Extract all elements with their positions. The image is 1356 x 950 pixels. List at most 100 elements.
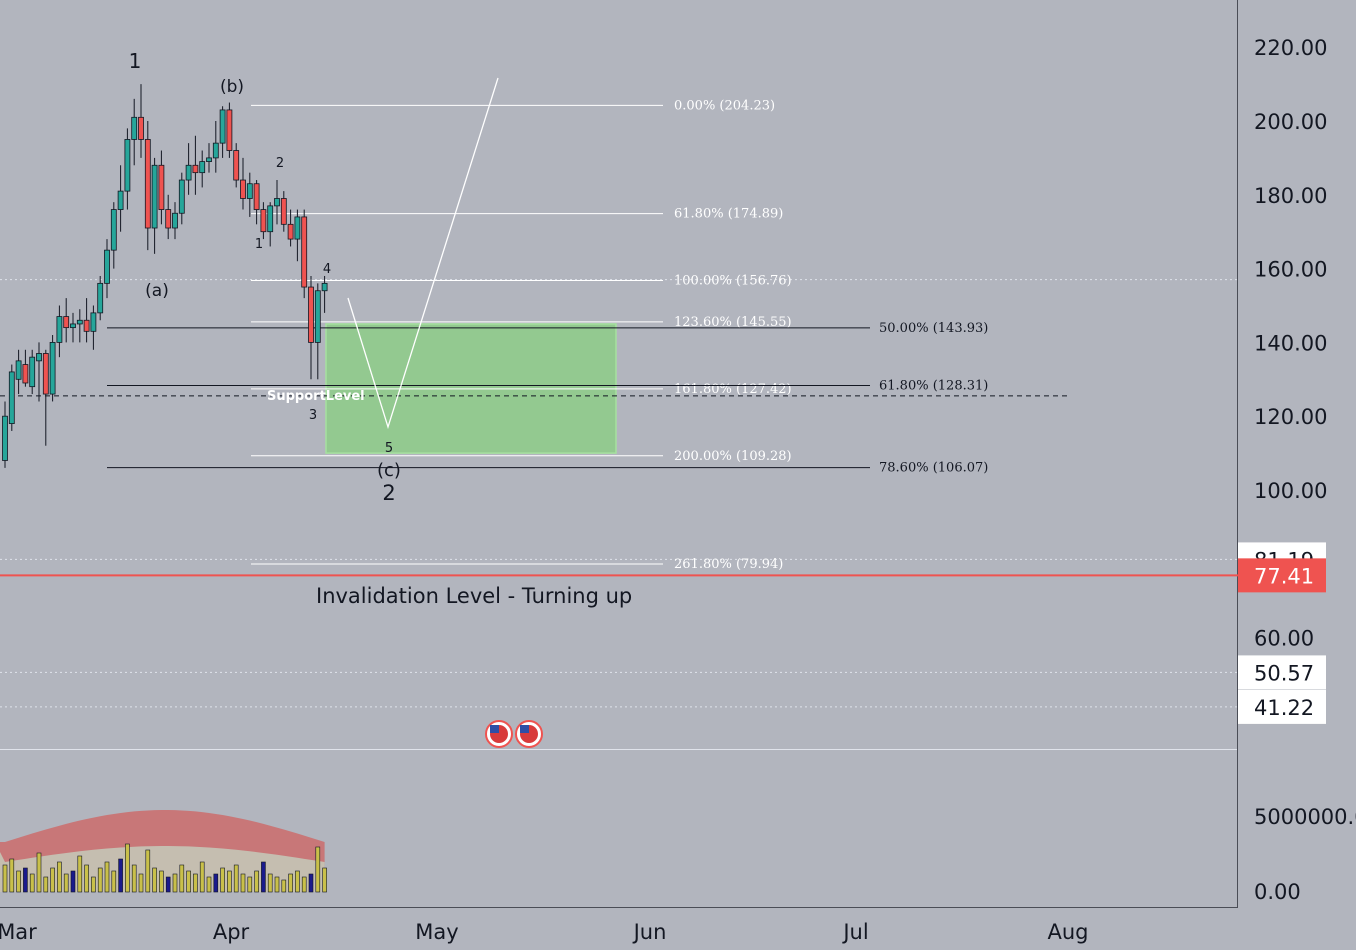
projection-path[interactable]: [347, 77, 499, 430]
volume-bar[interactable]: [220, 867, 225, 893]
volume-bar[interactable]: [308, 873, 314, 893]
volume-bar[interactable]: [50, 867, 55, 893]
volume-bar[interactable]: [186, 870, 191, 893]
volume-bar[interactable]: [57, 861, 62, 893]
volume-bar[interactable]: [43, 876, 49, 893]
volume-bar[interactable]: [199, 861, 205, 893]
candle-body[interactable]: [124, 139, 131, 192]
candle-body[interactable]: [151, 164, 158, 229]
candle-body[interactable]: [70, 323, 76, 329]
candle-body[interactable]: [240, 179, 246, 199]
candle-body[interactable]: [172, 212, 178, 229]
candle-body[interactable]: [260, 209, 267, 233]
candle-body[interactable]: [8, 371, 15, 424]
volume-bar[interactable]: [111, 870, 117, 893]
volume-bar[interactable]: [254, 870, 259, 893]
volume-bar[interactable]: [70, 870, 76, 893]
candle-body[interactable]: [192, 164, 199, 174]
candle-body[interactable]: [246, 183, 253, 199]
candle-body[interactable]: [219, 109, 226, 144]
candle-body[interactable]: [63, 316, 70, 329]
volume-bar[interactable]: [206, 876, 212, 893]
volume-bar[interactable]: [91, 876, 96, 893]
volume-bar[interactable]: [267, 873, 273, 893]
volume-bar[interactable]: [29, 873, 35, 893]
candle-body[interactable]: [36, 353, 42, 362]
volume-bar[interactable]: [247, 876, 253, 893]
volume-bar[interactable]: [125, 843, 130, 893]
candle-body[interactable]: [15, 360, 22, 380]
volume-bar[interactable]: [227, 870, 232, 893]
volume-bar[interactable]: [193, 873, 198, 893]
candle-body[interactable]: [76, 319, 83, 325]
candle-body[interactable]: [287, 223, 294, 240]
time-axis[interactable]: [0, 908, 1356, 950]
candle-body[interactable]: [83, 319, 90, 332]
volume-bar[interactable]: [152, 867, 157, 893]
volume-bar[interactable]: [295, 870, 300, 893]
price-axis[interactable]: [1238, 0, 1356, 908]
volume-bar[interactable]: [16, 870, 21, 893]
volume-bar[interactable]: [145, 849, 151, 893]
volume-bar[interactable]: [2, 864, 8, 893]
candle-body[interactable]: [253, 183, 260, 210]
volume-bar[interactable]: [118, 858, 123, 893]
volume-bar[interactable]: [274, 876, 280, 893]
candle-body[interactable]: [144, 139, 151, 229]
volume-bar[interactable]: [165, 876, 171, 893]
volume-bar[interactable]: [36, 852, 42, 893]
volume-bar[interactable]: [301, 876, 307, 893]
volume-bar[interactable]: [63, 873, 69, 893]
candle-body[interactable]: [185, 164, 192, 181]
candle-body[interactable]: [206, 157, 212, 162]
volume-bar[interactable]: [261, 861, 266, 893]
volume-bar[interactable]: [288, 873, 293, 893]
volume-bar[interactable]: [23, 867, 28, 893]
candle-body[interactable]: [104, 249, 110, 284]
candle-body[interactable]: [110, 209, 117, 251]
volume-bar[interactable]: [9, 858, 15, 893]
volume-bar[interactable]: [213, 873, 219, 893]
candle-body[interactable]: [314, 290, 321, 343]
volume-bar[interactable]: [159, 870, 164, 893]
volume-bar[interactable]: [315, 846, 321, 893]
candle-body[interactable]: [158, 164, 165, 210]
candle-body[interactable]: [90, 312, 97, 332]
volume-bar[interactable]: [281, 879, 287, 893]
candle-body[interactable]: [274, 198, 280, 207]
volume-bar[interactable]: [179, 864, 185, 893]
candle-body[interactable]: [97, 282, 104, 314]
volume-bar[interactable]: [131, 864, 137, 893]
candle-body[interactable]: [138, 116, 144, 140]
candle-body[interactable]: [2, 415, 8, 461]
candle-body[interactable]: [267, 205, 274, 233]
candle-body[interactable]: [233, 150, 240, 181]
volume-bar[interactable]: [97, 867, 103, 893]
candle-body[interactable]: [199, 161, 206, 174]
candle-body[interactable]: [280, 198, 287, 225]
candle-body[interactable]: [321, 282, 328, 292]
volume-bar[interactable]: [240, 873, 246, 893]
volume-bar[interactable]: [138, 873, 144, 893]
candle-body[interactable]: [212, 142, 219, 159]
candle-body[interactable]: [165, 209, 172, 229]
candle-body[interactable]: [294, 216, 301, 240]
candle-body[interactable]: [178, 179, 185, 214]
candle-body[interactable]: [308, 286, 314, 343]
candle-body[interactable]: [49, 341, 56, 395]
candle-body[interactable]: [56, 316, 63, 343]
candle-body[interactable]: [117, 190, 124, 210]
candle-body[interactable]: [42, 353, 49, 395]
candle-body[interactable]: [226, 109, 233, 151]
candle-body[interactable]: [22, 364, 29, 384]
volume-bar[interactable]: [172, 873, 178, 893]
candle-body[interactable]: [131, 116, 138, 140]
candle-body[interactable]: [301, 216, 308, 288]
candle-body[interactable]: [29, 356, 36, 388]
volume-bar[interactable]: [104, 861, 110, 893]
volume-bar[interactable]: [84, 864, 89, 893]
volume-bar[interactable]: [322, 867, 327, 893]
volume-bar[interactable]: [233, 864, 239, 893]
volume-bar[interactable]: [77, 855, 83, 893]
